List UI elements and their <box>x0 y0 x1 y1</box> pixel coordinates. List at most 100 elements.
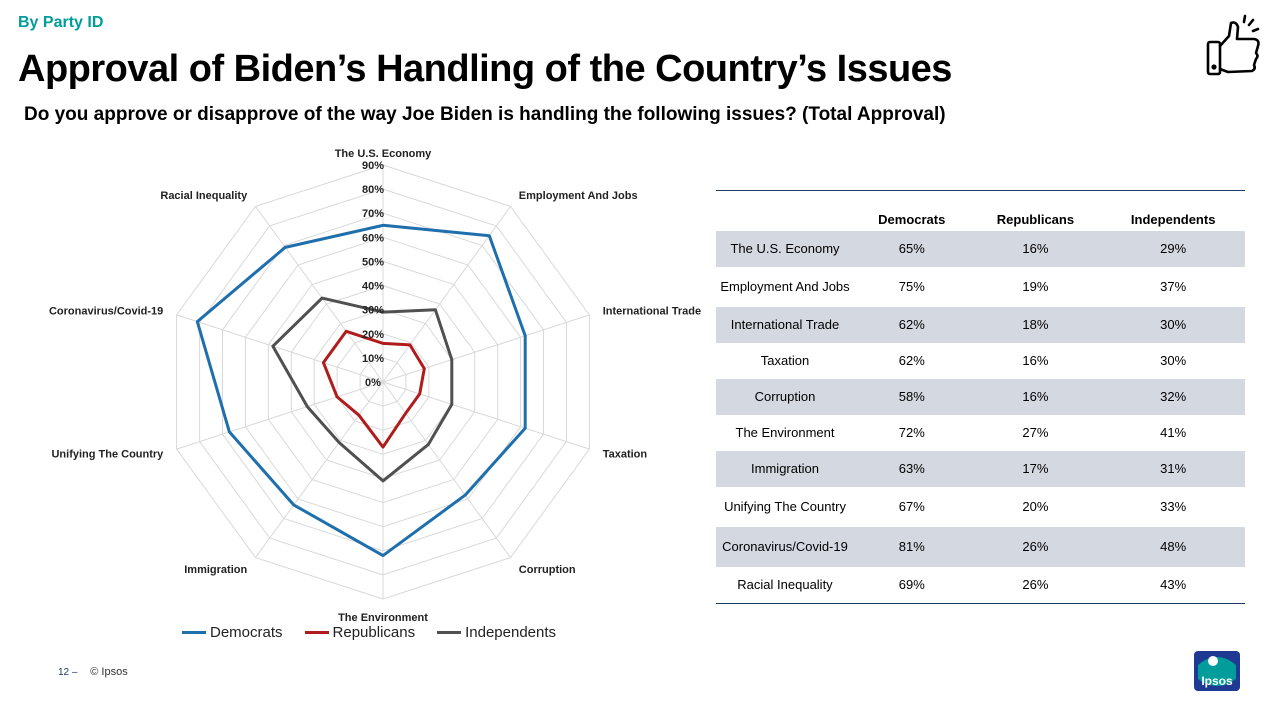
logo-accent <box>1198 657 1236 686</box>
table-cell-democrats: 63% <box>898 461 925 476</box>
table-cell-republicans: 16% <box>1022 241 1049 256</box>
radar-spoke <box>382 381 590 450</box>
table-cell-issue: Taxation <box>760 353 810 368</box>
radar-category-label: Immigration <box>184 564 247 576</box>
radar-series-republicans <box>321 329 426 449</box>
table-cell-republicans: 26% <box>1022 539 1049 554</box>
radar-spoke <box>255 381 384 558</box>
table-row: Employment And Jobs 75% 19% 37% <box>716 267 1245 307</box>
legend-swatch-republicans <box>304 631 329 634</box>
table-header-democrats: Democrats <box>878 212 946 227</box>
table-row: The Environment 72% 27% 41% <box>716 415 1245 451</box>
approval-table: Democrats Republicans Independents The U… <box>716 190 1245 604</box>
table-cell-republicans: 16% <box>1022 389 1049 404</box>
page-subtitle: Do you approve or disapprove of the way … <box>24 104 946 125</box>
table-header-independents: Independents <box>1130 212 1216 227</box>
table-cell-republicans: 17% <box>1022 461 1049 476</box>
radar-spoke <box>382 381 511 558</box>
table-row: Unifying The Country 67% 20% 33% <box>716 487 1245 527</box>
radar-spoke <box>382 314 590 383</box>
radar-tick-label: 80% <box>362 184 384 196</box>
radar-spoke <box>176 314 384 383</box>
table-cell-issue: Immigration <box>751 461 819 476</box>
radar-category-label: The U.S. Economy <box>335 148 432 160</box>
legend-item-republicans: Republicans <box>304 624 416 641</box>
table-cell-republicans: 16% <box>1022 353 1049 368</box>
radar-category-label: Coronavirus/Covid-19 <box>49 306 163 318</box>
table-cell-issue: Coronavirus/Covid-19 <box>722 539 848 554</box>
logo-mark <box>1208 656 1218 666</box>
table-cell-democrats: 62% <box>898 353 925 368</box>
table-cell-independents: 30% <box>1160 317 1187 332</box>
table-row: Racial Inequality 69% 26% 43% <box>716 567 1245 603</box>
legend-item-independents: Independents <box>437 624 556 641</box>
table-row: The U.S. Economy 65% 16% 29% <box>716 231 1245 267</box>
table-header-republicans: Republicans <box>996 212 1075 227</box>
logo-text: Ipsos <box>1201 674 1233 688</box>
radar-grid <box>176 164 590 600</box>
radar-labels: 0% 10% 20% 30% 40% 50% 60% 70% 80% 90%The U.S. Ec… <box>49 148 701 624</box>
chart-legend: Democrats Republicans Independents <box>182 624 556 641</box>
table-row: Coronavirus/Covid-19 81% 26% 48% <box>716 527 1245 567</box>
radar-tick-label: 0% <box>365 377 381 389</box>
table-cell-issue: The U.S. Economy <box>730 241 840 256</box>
table-row: International Trade 62% 18% 30% <box>716 307 1245 343</box>
radar-tick-label: 70% <box>362 208 384 220</box>
table-cell-independents: 43% <box>1160 577 1187 592</box>
table-cell-independents: 41% <box>1160 425 1187 440</box>
table-cell-democrats: 81% <box>898 539 925 554</box>
radar-tick-label: 90% <box>362 160 384 172</box>
table-cell-independents: 31% <box>1160 461 1187 476</box>
copyright-text: © Ipsos <box>90 666 128 678</box>
table-cell-independents: 37% <box>1160 279 1187 294</box>
radar-spoke <box>176 381 384 450</box>
table-cell-independents: 29% <box>1160 241 1187 256</box>
table-row: Immigration 63% 17% 31% <box>716 451 1245 487</box>
radar-category-label: Racial Inequality <box>160 190 248 202</box>
legend-item-democrats: Democrats <box>182 624 283 641</box>
table-cell-republicans: 20% <box>1022 499 1049 514</box>
table-cell-issue: The Environment <box>735 425 835 440</box>
table-cell-democrats: 69% <box>898 577 925 592</box>
legend-label-independents: Independents <box>465 624 557 641</box>
page-number: 12 – <box>58 667 78 678</box>
table-cell-independents: 48% <box>1160 539 1187 554</box>
radar-category-label: International Trade <box>603 306 701 318</box>
legend-swatch-democrats <box>182 631 206 634</box>
radar-series-independents <box>271 296 454 483</box>
table-cell-independents: 33% <box>1160 499 1187 514</box>
table-cell-democrats: 67% <box>898 499 925 514</box>
table-cell-republicans: 19% <box>1022 279 1049 294</box>
radar-category-label: Employment And Jobs <box>519 190 638 202</box>
radar-category-label: Corruption <box>519 564 576 576</box>
table-cell-issue: International Trade <box>730 317 840 332</box>
radar-tick-label: 40% <box>362 281 384 293</box>
legend-swatch-independents <box>437 631 462 634</box>
table-cell-republicans: 18% <box>1022 317 1049 332</box>
legend-label-republicans: Republicans <box>332 624 416 641</box>
radar-spoke <box>255 206 384 383</box>
table-cell-democrats: 75% <box>898 279 925 294</box>
radar-tick-label: 60% <box>362 232 384 244</box>
page-title: Approval of Biden’s Handling of the Coun… <box>18 48 952 90</box>
table-row: Corruption 58% 16% 32% <box>716 379 1245 415</box>
radar-tick-label: 20% <box>362 329 384 341</box>
legend-label-democrats: Democrats <box>210 624 283 641</box>
radar-category-label: The Environment <box>338 612 428 624</box>
table-cell-issue: Corruption <box>754 389 816 404</box>
table-cell-issue: Unifying The Country <box>724 499 846 514</box>
radar-tick-label: 10% <box>362 353 384 365</box>
table-header-issue <box>716 191 854 231</box>
table-cell-democrats: 72% <box>898 425 925 440</box>
section-label: By Party ID <box>18 14 104 31</box>
table-cell-democrats: 65% <box>898 241 925 256</box>
radar-tick-label: 30% <box>362 305 384 317</box>
table-cell-democrats: 62% <box>898 317 925 332</box>
table-header-row: Democrats Republicans Independents <box>716 191 1245 231</box>
radar-category-label: Unifying The Country <box>51 448 164 460</box>
table-cell-independents: 30% <box>1160 353 1187 368</box>
table-cell-democrats: 58% <box>898 389 925 404</box>
ipsos-logo: Ipsos <box>1194 651 1240 691</box>
radar-category-label: Taxation <box>603 448 648 460</box>
table-cell-issue: Employment And Jobs <box>720 279 850 294</box>
